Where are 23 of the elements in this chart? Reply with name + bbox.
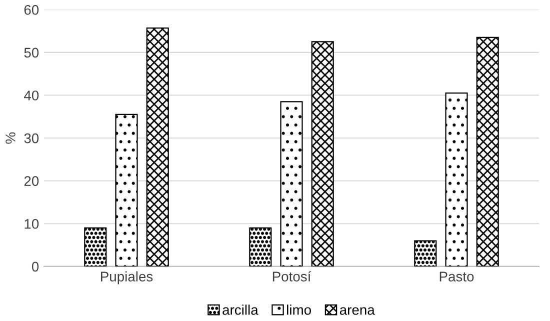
bar: [84, 227, 107, 266]
bar: [280, 101, 303, 266]
legend-label: arena: [340, 307, 375, 315]
y-tick-label: 60: [24, 4, 39, 15]
bar: [414, 240, 437, 266]
bar: [311, 41, 334, 266]
legend-label: limo: [287, 304, 311, 315]
y-tick-label: 40: [24, 90, 39, 100]
bar: [146, 27, 169, 266]
bar: [445, 92, 468, 266]
bar: [115, 114, 138, 266]
x-tick-label: Pupiales: [101, 271, 153, 284]
y-tick-label: 30: [24, 133, 39, 144]
bar: [476, 36, 499, 266]
y-tick-label: 10: [24, 218, 39, 229]
y-axis-title: %: [6, 132, 16, 144]
y-tick-label: 20: [24, 176, 39, 186]
x-tick-label: Potosí: [272, 271, 312, 282]
x-tick-label: Pasto: [440, 272, 474, 282]
y-tick-label: 0: [32, 262, 39, 272]
y-tick-label: 50: [24, 48, 39, 58]
legend-label: arcilla: [222, 304, 258, 315]
bar: [249, 227, 272, 266]
